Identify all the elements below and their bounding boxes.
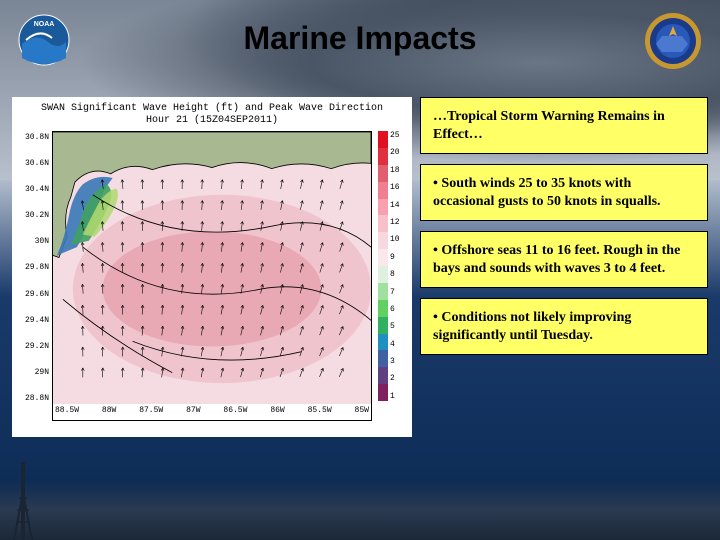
x-tick: 86.5W [223, 406, 247, 420]
colorbar-segment [378, 384, 388, 401]
y-tick: 30.4N [18, 185, 49, 194]
content-row: SWAN Significant Wave Height (ft) and Pe… [0, 67, 720, 437]
colorbar-label: 1 [390, 392, 406, 401]
x-tick: 87.5W [139, 406, 163, 420]
colorbar-segment [378, 232, 388, 249]
colorbar-label: 7 [390, 288, 406, 297]
y-tick: 30.6N [18, 159, 49, 168]
y-tick: 30N [18, 237, 49, 246]
tower-silhouette [12, 462, 34, 540]
y-tick: 29.8N [18, 263, 49, 272]
winds-box: • South winds 25 to 35 knots with occasi… [420, 164, 708, 221]
x-tick: 88W [102, 406, 116, 420]
svg-text:NOAA: NOAA [34, 21, 55, 28]
info-panel: …Tropical Storm Warning Remains in Effec… [420, 97, 708, 437]
colorbar-segment [378, 199, 388, 216]
x-tick: 86W [270, 406, 284, 420]
colorbar-label: 5 [390, 322, 406, 331]
nws-logo [644, 12, 702, 70]
y-tick: 30.8N [18, 133, 49, 142]
colorbar-label: 8 [390, 270, 406, 279]
colorbar-segment [378, 215, 388, 232]
colorbar-label: 4 [390, 340, 406, 349]
colorbar-segment [378, 334, 388, 351]
colorbar-segment [378, 266, 388, 283]
x-axis: 88.5W 88W 87.5W 87W 86.5W 86W 85.5W 85W [53, 404, 371, 420]
chart-title: SWAN Significant Wave Height (ft) and Pe… [18, 103, 406, 127]
colorbar-label: 3 [390, 357, 406, 366]
x-tick: 85W [355, 406, 369, 420]
colorbar-segment [378, 182, 388, 199]
chart-body: 30.8N30.6N30.4N30.2N30N29.8N29.6N29.4N29… [18, 131, 406, 421]
x-tick: 85.5W [308, 406, 332, 420]
colorbar-labels: 25 20 18 16 14 12 10 9 8 7 6 5 4 3 2 1 [388, 131, 406, 401]
y-axis: 30.8N 30.6N 30.4N 30.2N 30N 29.8N 29.6N 29.4N 29… [18, 131, 52, 421]
colorbar-label: 14 [390, 201, 406, 210]
colorbar-label: 6 [390, 305, 406, 314]
colorbar-label: 2 [390, 374, 406, 383]
wave-map-svg [53, 132, 371, 404]
colorbar-label: 25 [390, 131, 406, 140]
y-tick: 30.2N [18, 211, 49, 220]
noaa-logo: NOAA [18, 14, 70, 66]
colorbar-segment [378, 148, 388, 165]
colorbar-segment [378, 249, 388, 266]
colorbar-strip [378, 131, 388, 401]
conditions-box: • Conditions not likely improving signif… [420, 298, 708, 355]
header: NOAA Marine Impacts [0, 0, 720, 67]
y-tick: 29N [18, 368, 49, 377]
seas-box: • Offshore seas 11 to 16 feet. Rough in … [420, 231, 708, 288]
colorbar-label: 16 [390, 183, 406, 192]
colorbar-segment [378, 367, 388, 384]
colorbar-label: 18 [390, 166, 406, 175]
colorbar: 25 20 18 16 14 12 10 9 8 7 6 5 4 3 2 1 [378, 131, 406, 401]
colorbar-label: 9 [390, 253, 406, 262]
plot-area: 88.5W 88W 87.5W 87W 86.5W 86W 85.5W 85W [52, 131, 372, 421]
page-title: Marine Impacts [60, 20, 660, 57]
colorbar-segment [378, 350, 388, 367]
y-tick: 28.8N [18, 394, 49, 403]
colorbar-label: 10 [390, 235, 406, 244]
colorbar-segment [378, 283, 388, 300]
wave-chart-panel: SWAN Significant Wave Height (ft) and Pe… [12, 97, 412, 437]
colorbar-segment [378, 317, 388, 334]
x-tick: 88.5W [55, 406, 79, 420]
colorbar-label: 20 [390, 148, 406, 157]
y-tick: 29.4N [18, 316, 49, 325]
background-horizon [0, 480, 720, 540]
x-tick: 87W [186, 406, 200, 420]
colorbar-label: 12 [390, 218, 406, 227]
warning-box: …Tropical Storm Warning Remains in Effec… [420, 97, 708, 154]
colorbar-segment [378, 300, 388, 317]
y-tick: 29.2N [18, 342, 49, 351]
colorbar-segment [378, 165, 388, 182]
colorbar-segment [378, 131, 388, 148]
y-tick: 29.6N [18, 290, 49, 299]
